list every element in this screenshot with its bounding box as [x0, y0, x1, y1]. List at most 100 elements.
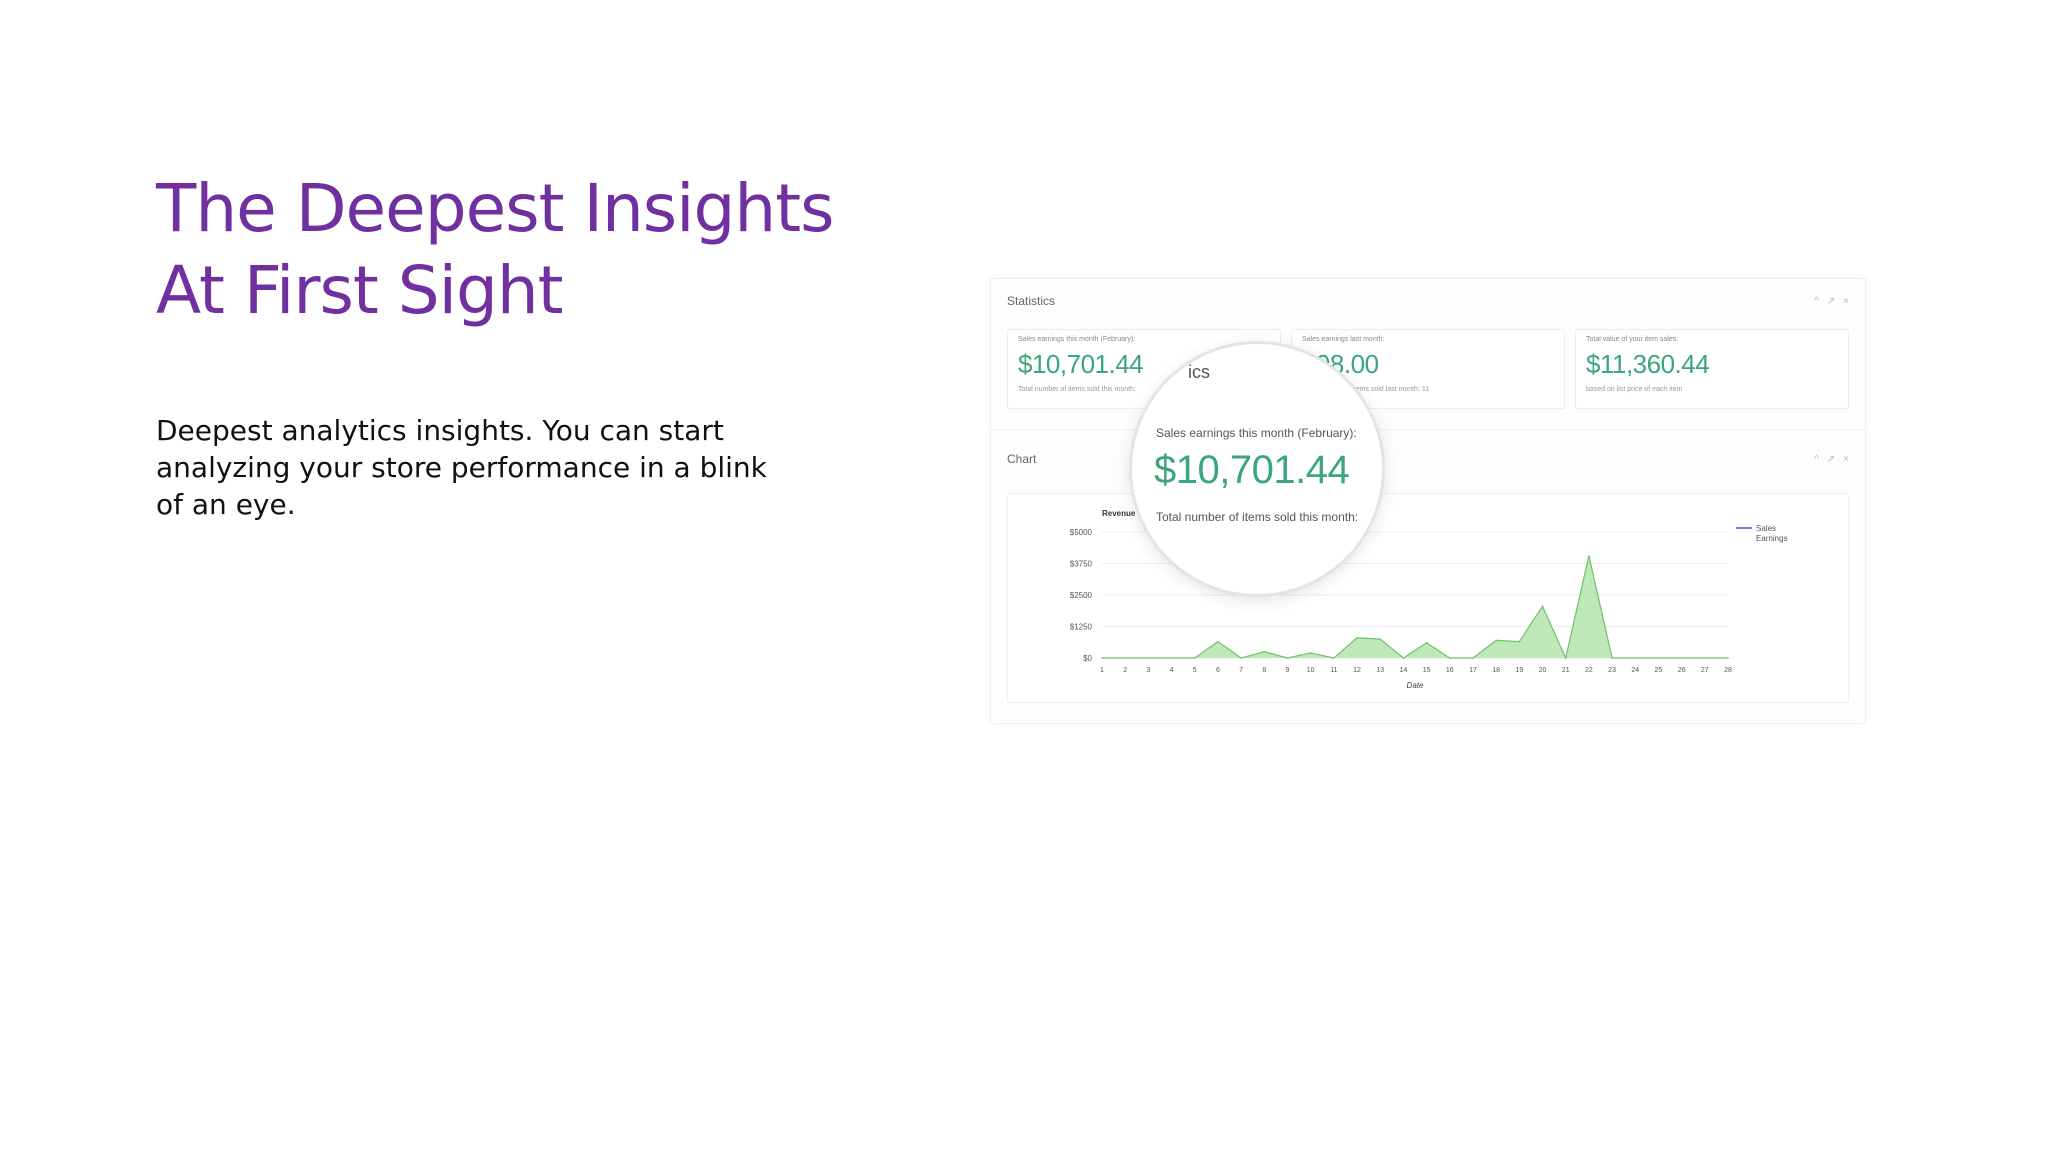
close-icon[interactable]: × [1843, 295, 1849, 307]
data-point [1170, 657, 1173, 659]
data-point [1611, 657, 1613, 659]
data-point [1379, 638, 1382, 640]
statistics-cards: Sales earnings this month (February): $1… [1007, 329, 1849, 409]
revenue-chart: $5000 $3750 $2500 $1250 $0 1 2 3 4 5 6 7 8 9 10 11 12 13 1… [1007, 493, 1849, 703]
x-tick-label: 25 [1655, 667, 1663, 674]
x-tick-label: 16 [1446, 667, 1454, 674]
collapse-icon[interactable]: ^ [1814, 295, 1819, 307]
collapse-icon[interactable]: ^ [1814, 453, 1819, 465]
x-tick-label: 10 [1307, 667, 1315, 674]
data-point [1727, 657, 1729, 659]
data-point [1564, 657, 1567, 659]
x-tick-label: 20 [1539, 667, 1547, 674]
x-tick-label: 9 [1286, 667, 1290, 674]
data-point [1240, 657, 1242, 659]
stat-card-label: Sales earnings this month (February): [1018, 336, 1136, 343]
series-line-sales-earnings [1102, 555, 1728, 660]
legend-label-part: Sales [1756, 524, 1776, 533]
magnifier-fragment: ics [1188, 362, 1210, 382]
y-axis-label: Revenue [1102, 509, 1136, 518]
stat-card-subtext: based on list price of each item [1586, 386, 1683, 393]
data-point [1356, 637, 1358, 639]
data-point [1217, 640, 1219, 643]
close-icon[interactable]: × [1843, 453, 1849, 465]
x-tick-label: 18 [1492, 667, 1500, 674]
chart-panel-header: Chart ^ ↗ × [991, 441, 1865, 477]
x-tick-label: 27 [1701, 667, 1709, 674]
slide-body-text: Deepest analytics insights. You can star… [156, 414, 767, 521]
data-point [1425, 642, 1428, 644]
dashboard-screenshot: Statistics ^ ↗ × Sales earnings this mon… [990, 278, 1866, 724]
x-tick-label: 23 [1608, 667, 1616, 674]
x-tick-label: 1 [1100, 667, 1104, 674]
y-tick-label: $0 [1083, 654, 1092, 663]
x-tick-label: 26 [1678, 667, 1686, 674]
stat-card-value: $11,360.44 [1586, 349, 1710, 379]
slide-title: The Deepest Insights At First Sight [156, 168, 876, 332]
revenue-chart-svg: $5000$3750$2500$1250$01 2 3 4 5 6 7 8 9 10 11 12 13 1… [1070, 509, 1788, 690]
data-point [1495, 639, 1497, 642]
data-point [1634, 657, 1637, 659]
data-point [1263, 650, 1266, 653]
panel-divider [991, 429, 1865, 430]
data-point [1309, 652, 1312, 654]
stat-card-value: $10,701.44 [1018, 349, 1144, 379]
data-point [1541, 605, 1544, 608]
magnifier-value: $10,701.44 [1154, 448, 1350, 492]
y-tick-label: $3750 [1070, 560, 1093, 569]
y-tick-label: $5000 [1070, 528, 1093, 537]
statistics-panel-title: Statistics [1007, 294, 1056, 308]
data-point [1448, 657, 1451, 659]
data-point [1101, 657, 1103, 659]
expand-icon[interactable]: ↗ [1826, 295, 1836, 307]
x-tick-label: 7 [1239, 667, 1243, 674]
x-tick-label: 19 [1515, 667, 1523, 674]
data-point [1518, 640, 1521, 643]
chart-panel-tools: ^ ↗ × [1814, 454, 1849, 465]
data-point [1124, 657, 1126, 659]
x-tick-label: 14 [1400, 667, 1408, 674]
stat-card-subtext: Total number of items sold this month: [1018, 386, 1136, 393]
chart-panel-title: Chart [1007, 452, 1037, 466]
x-tick-label: 2 [1123, 667, 1127, 674]
x-tick-label: 4 [1170, 667, 1174, 674]
data-point [1588, 555, 1590, 557]
expand-icon[interactable]: ↗ [1826, 453, 1836, 465]
data-point [1333, 657, 1335, 659]
x-tick-label: 5 [1193, 667, 1197, 674]
x-tick-label: 17 [1469, 667, 1477, 674]
x-tick-label: 22 [1585, 667, 1593, 674]
magnifier-label: Sales earnings this month (February): [1156, 426, 1357, 440]
legend-label-part: Earnings [1756, 534, 1788, 543]
y-tick-label: $2500 [1070, 591, 1093, 600]
slide-title-line-1: The Deepest Insights [156, 170, 835, 247]
data-point [1704, 657, 1706, 659]
statistics-panel-tools: ^ ↗ × [1814, 296, 1849, 307]
slide-title-line-2: At First Sight [156, 252, 564, 329]
x-tick-label: 15 [1423, 667, 1431, 674]
x-tick-label: 6 [1216, 667, 1220, 674]
data-point [1657, 657, 1660, 659]
x-tick-label: 12 [1353, 667, 1361, 674]
magnifier-lens: ics Sales earnings this month (February)… [1132, 344, 1382, 594]
data-point [1147, 657, 1150, 659]
x-axis-label: Date [1407, 681, 1424, 690]
x-tick-label: 28 [1724, 667, 1732, 674]
x-tick-label: 13 [1376, 667, 1384, 674]
x-tick-label: 8 [1262, 667, 1266, 674]
stat-card-label: Sales earnings last month: [1302, 336, 1385, 343]
stat-card-total-value: Total value of your item sales: $11,360.… [1575, 329, 1849, 409]
stat-card-subtext: Total number of items sold last month: 1… [1302, 386, 1430, 393]
magnifier-subtext: Total number of items sold this month: [1156, 510, 1359, 524]
x-tick-label: 21 [1562, 667, 1570, 674]
x-tick-label: 11 [1330, 667, 1337, 674]
statistics-panel-header: Statistics ^ ↗ × [991, 283, 1865, 319]
data-point [1472, 657, 1474, 659]
stat-card-label: Total value of your item sales: [1586, 336, 1679, 343]
data-point [1193, 657, 1196, 659]
y-tick-label: $1250 [1070, 623, 1093, 632]
x-tick-label: 24 [1631, 667, 1639, 674]
data-point [1286, 657, 1289, 659]
data-point [1402, 657, 1405, 659]
x-tick-label: 3 [1146, 667, 1150, 674]
